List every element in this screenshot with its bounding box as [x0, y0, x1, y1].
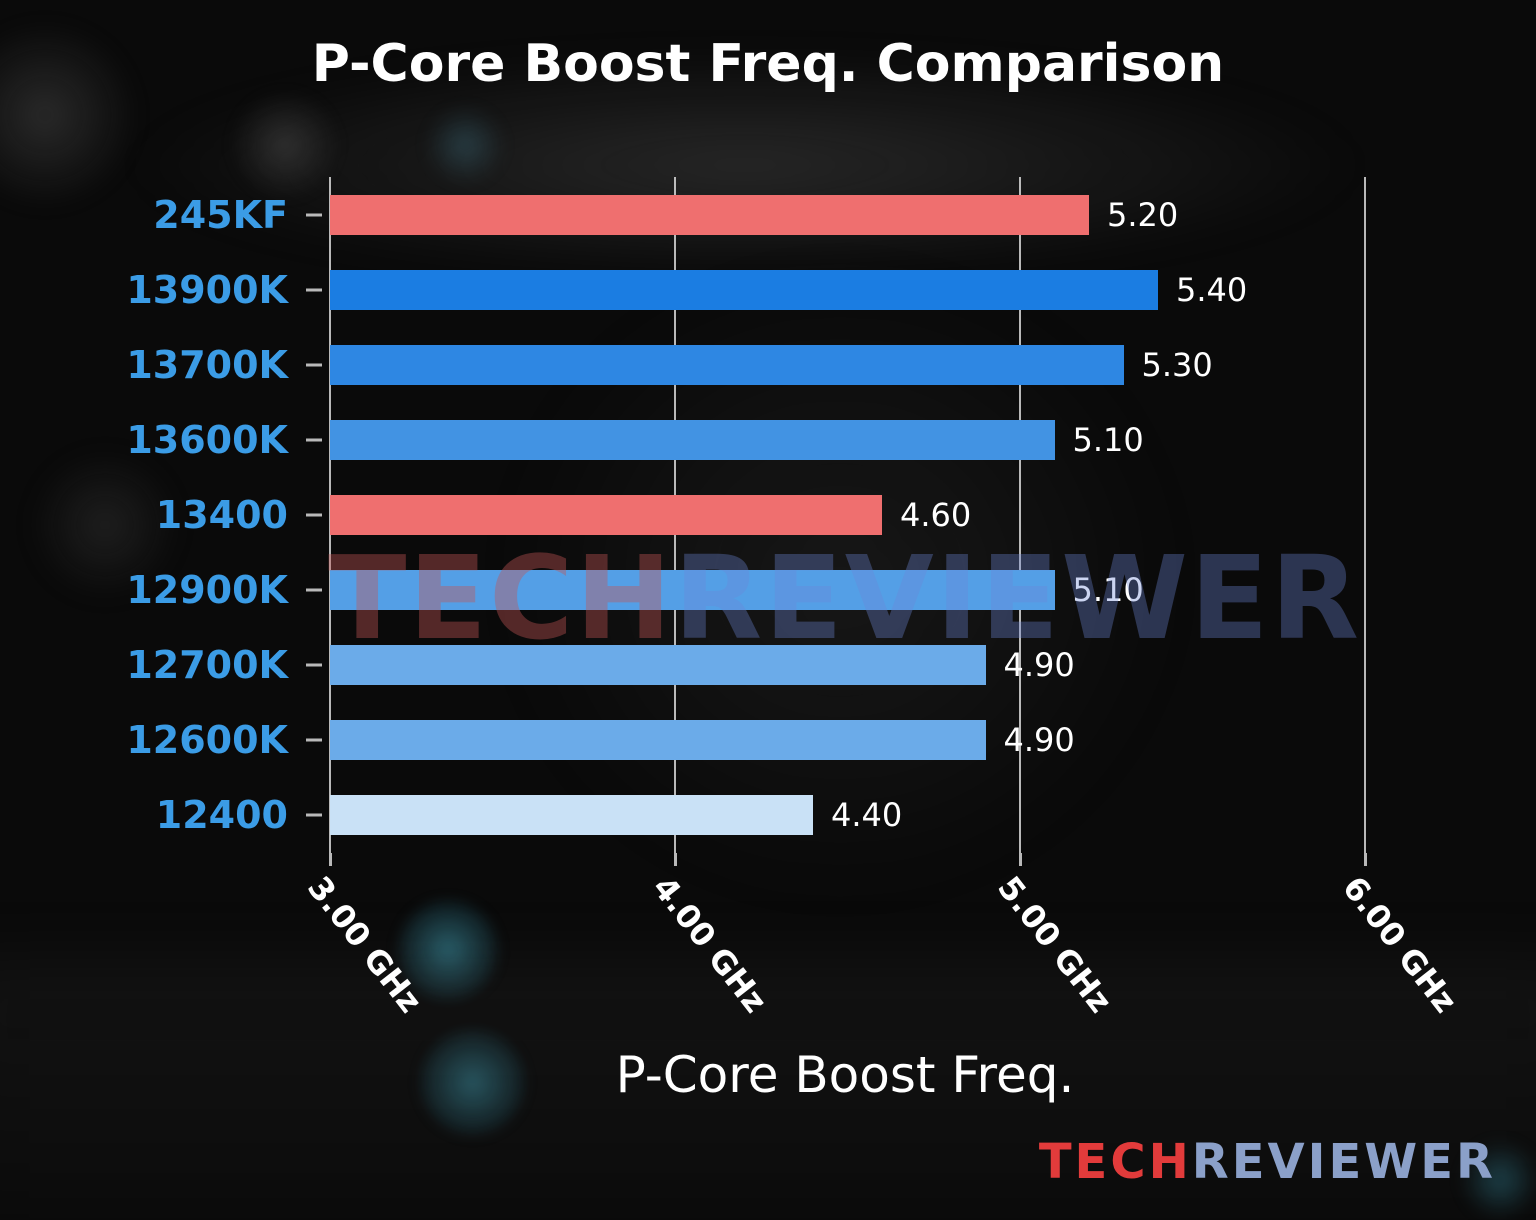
x-tick-label: 4.00 GHz — [645, 869, 775, 1020]
gridline — [1364, 177, 1366, 853]
bar — [330, 494, 882, 535]
value-label: 5.40 — [1176, 270, 1248, 309]
category-label: 13600K — [126, 417, 288, 462]
category-label: 12900K — [126, 568, 288, 613]
value-label: 4.90 — [1003, 646, 1075, 685]
x-axis-label: P-Core Boost Freq. — [615, 1046, 1075, 1104]
value-label: 5.10 — [1072, 420, 1144, 459]
category-label: 13400 — [155, 492, 288, 537]
value-label: 4.60 — [900, 495, 972, 534]
bar-row: 13900K 5.40 — [0, 252, 1536, 327]
category-label: 245KF — [153, 192, 288, 237]
category-label: 12600K — [126, 718, 288, 763]
category-label: 12400 — [155, 793, 288, 838]
bar-row: 13400 4.60 — [0, 477, 1536, 552]
gridline — [1019, 177, 1021, 853]
bar-row: 245KF 5.20 — [0, 177, 1536, 252]
value-label: 5.10 — [1072, 571, 1144, 610]
value-label: 4.40 — [831, 796, 903, 835]
y-axis-tick — [306, 663, 322, 667]
bar — [330, 795, 813, 836]
y-axis-tick — [306, 363, 322, 367]
bar-row: 13600K 5.10 — [0, 402, 1536, 477]
logo: TECHREVIEWER — [1039, 1134, 1496, 1190]
y-axis-tick — [306, 438, 322, 442]
bar — [330, 720, 986, 761]
x-tick-label: 3.00 GHz — [300, 869, 430, 1020]
category-label: 13900K — [126, 267, 288, 312]
y-axis-tick — [306, 588, 322, 592]
chart-title: P-Core Boost Freq. Comparison — [311, 34, 1225, 94]
bar — [330, 645, 986, 686]
x-axis-tick — [674, 853, 677, 866]
bar — [330, 194, 1089, 235]
y-axis-tick — [306, 288, 322, 292]
bar — [330, 344, 1124, 385]
category-label: 13700K — [126, 342, 288, 387]
bar-row: 12600K 4.90 — [0, 703, 1536, 778]
bar-row: 12400 4.40 — [0, 778, 1536, 853]
bar — [330, 570, 1055, 611]
bar — [330, 269, 1158, 310]
value-label: 5.30 — [1141, 345, 1213, 384]
y-axis-tick — [306, 738, 322, 742]
y-axis-tick — [306, 213, 322, 217]
bar-row: 13700K 5.30 — [0, 327, 1536, 402]
x-axis-tick — [1019, 853, 1022, 866]
category-label: 12700K — [126, 643, 288, 688]
logo-reviewer: REVIEWER — [1191, 1134, 1496, 1190]
y-axis-tick — [306, 813, 322, 817]
x-axis-tick — [1364, 853, 1367, 866]
x-axis-tick — [329, 853, 332, 866]
x-tick-label: 6.00 GHz — [1335, 869, 1465, 1020]
x-tick-label: 5.00 GHz — [990, 869, 1120, 1020]
value-label: 4.90 — [1003, 721, 1075, 760]
bar — [330, 419, 1055, 460]
value-label: 5.20 — [1107, 195, 1179, 234]
y-axis-tick — [306, 513, 322, 517]
bar-row: 12900K 5.10 — [0, 553, 1536, 628]
bar-row: 12700K 4.90 — [0, 628, 1536, 703]
logo-tech: TECH — [1038, 1134, 1192, 1190]
